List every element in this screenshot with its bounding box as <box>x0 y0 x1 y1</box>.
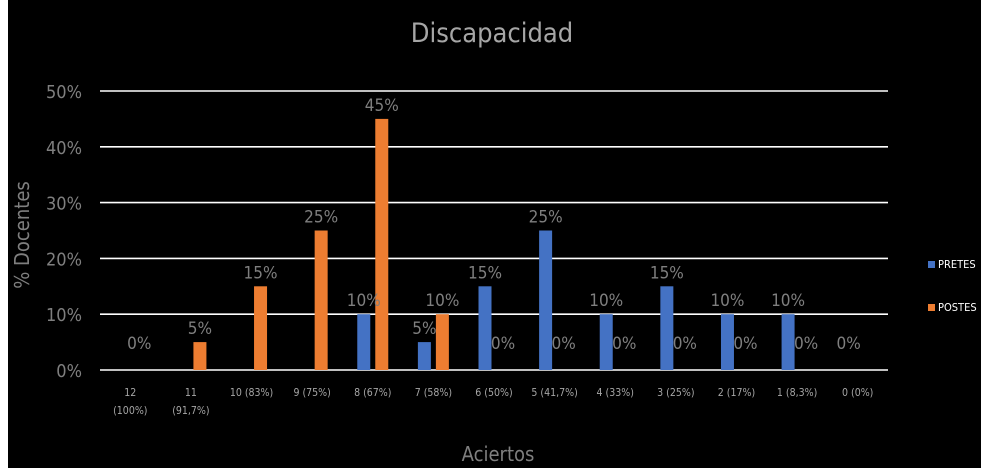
x-tick-label: 7 (58%) <box>415 387 452 399</box>
data-label: 15% <box>244 263 278 283</box>
bar-postes <box>435 314 449 370</box>
x-tick-label: 2 (17%) <box>718 387 755 399</box>
data-label: 0% <box>794 334 818 354</box>
data-label: 10% <box>710 291 744 311</box>
x-tick-label: 8 (67%) <box>354 387 391 399</box>
x-tick-label: (91,7%) <box>172 405 209 417</box>
y-axis-label: % Docentes <box>10 181 34 289</box>
data-label: 45% <box>365 96 399 116</box>
data-label: 5% <box>188 319 212 339</box>
data-label: 10% <box>589 291 623 311</box>
x-tick-label: 10 (83%) <box>230 387 273 399</box>
bar-pretes <box>781 314 795 370</box>
chart-title: Discapacidad <box>411 18 574 49</box>
y-tick-label: 0% <box>56 361 82 382</box>
x-tick-label: 11 <box>185 387 197 399</box>
bar-pretes <box>417 342 431 370</box>
y-tick-label: 30% <box>46 194 82 215</box>
bar-pretes <box>539 230 553 370</box>
bar-postes <box>314 230 328 370</box>
data-label: 0% <box>551 334 575 354</box>
legend-label: POSTES <box>938 301 977 314</box>
bar-pretes <box>660 286 674 370</box>
data-label: 0% <box>733 334 757 354</box>
x-tick-label: 3 (25%) <box>657 387 694 399</box>
data-label: 10% <box>425 291 459 311</box>
data-label: 15% <box>650 263 684 283</box>
x-tick-labels: 12 (100%) 11 (91,7%) 10 (83%) 9 (75%) 8 (67%) 7… <box>113 387 873 417</box>
data-label: 25% <box>529 208 563 228</box>
bar-pretes <box>599 314 613 370</box>
x-tick-label: 12 <box>124 387 136 399</box>
data-label: 0% <box>127 334 151 354</box>
chart-panel <box>8 0 981 468</box>
x-tick-label: 9 (75%) <box>293 387 330 399</box>
bar-pretes <box>720 314 734 370</box>
data-label: 15% <box>468 263 502 283</box>
legend-label: PRETES <box>938 258 976 271</box>
x-tick-label: 5 (41,7%) <box>531 387 577 399</box>
data-label: 25% <box>304 208 338 228</box>
gridlines <box>100 90 888 371</box>
legend: PRETES POSTES <box>928 258 977 314</box>
data-label: 10% <box>771 291 805 311</box>
bars <box>193 118 795 371</box>
x-tick-label: (100%) <box>113 405 147 417</box>
data-labels: 10% 5% 15% 25% 10% 15% 10% 10% 0% 0% 5% 15% 25% 45% 10… <box>127 96 861 354</box>
x-tick-label: 0 (0%) <box>842 387 873 399</box>
bar-postes <box>254 286 268 370</box>
data-label: 0% <box>612 334 636 354</box>
x-tick-label: 4 (33%) <box>597 387 634 399</box>
x-tick-label: 1 (8,3%) <box>777 387 817 399</box>
y-tick-label: 20% <box>46 249 82 270</box>
data-label: 0% <box>491 334 515 354</box>
data-label: 0% <box>837 334 861 354</box>
bar-pretes <box>478 286 492 370</box>
x-tick-label: 6 (50%) <box>475 387 512 399</box>
bar-postes <box>375 118 389 371</box>
data-label: 0% <box>673 334 697 354</box>
y-tick-label: 40% <box>46 138 82 159</box>
legend-swatch-pretes <box>928 261 935 268</box>
x-axis-label: Aciertos <box>462 442 535 466</box>
y-tick-label: 50% <box>46 82 82 103</box>
bar-pretes <box>357 314 371 370</box>
y-tick-labels: 0% 10% 20% 30% 40% 50% <box>46 82 82 382</box>
y-tick-label: 10% <box>46 305 82 326</box>
bar-postes <box>193 342 207 370</box>
legend-swatch-postes <box>928 304 935 311</box>
data-label: 10% <box>347 291 381 311</box>
data-label: 5% <box>412 319 436 339</box>
